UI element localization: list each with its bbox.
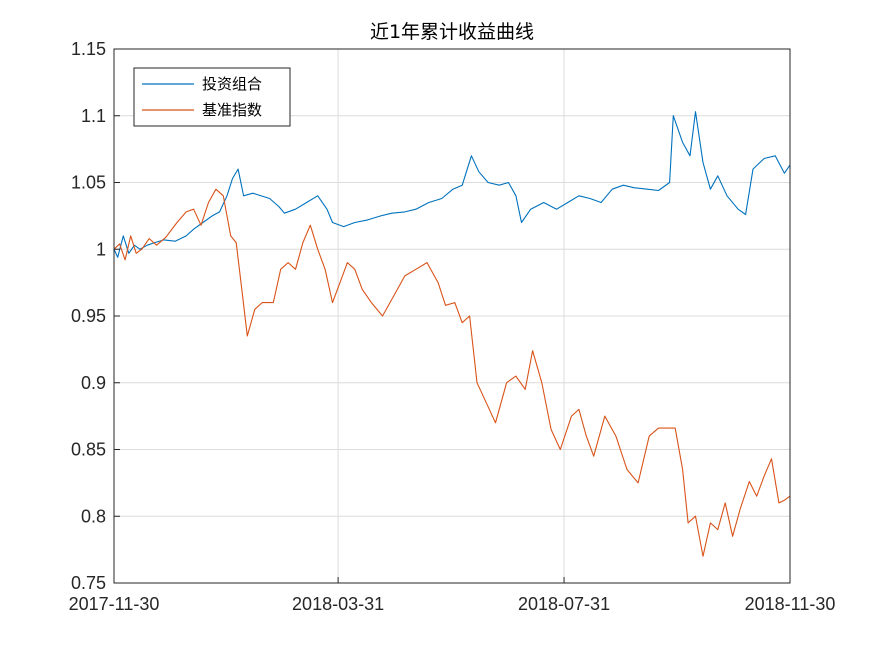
y-tick-label: 0.75 <box>71 573 106 593</box>
y-tick-label: 0.85 <box>71 440 106 460</box>
legend-label-benchmark: 基准指数 <box>202 101 262 119</box>
y-tick-label: 0.95 <box>71 306 106 326</box>
portfolio-series-line <box>113 111 791 258</box>
y-axis-ticks: 0.75 0.8 0.85 0.9 0.95 1 1.05 1.1 1.15 <box>71 39 120 593</box>
x-tick-label: 2017-11-30 <box>69 594 160 614</box>
x-tick-label: 2018-07-31 <box>518 594 610 614</box>
legend-box <box>133 67 291 127</box>
y-tick-label: 0.8 <box>81 506 106 526</box>
chart-title: 近1年累计收益曲线 <box>370 21 534 43</box>
y-tick-label: 0.9 <box>81 373 106 393</box>
legend: 投资组合 基准指数 <box>133 67 291 127</box>
y-tick-label: 1.1 <box>81 106 106 126</box>
y-tick-label: 1.15 <box>71 39 106 59</box>
y-tick-label: 1.05 <box>71 173 106 193</box>
x-tick-label: 2018-11-30 <box>745 594 836 614</box>
x-tick-label: 2018-03-31 <box>292 594 384 614</box>
series-lines <box>113 111 791 557</box>
legend-label-portfolio: 投资组合 <box>202 75 262 93</box>
x-axis-ticks: 2017-11-30 2018-03-31 2018-07-31 2018-11-30 <box>69 577 836 614</box>
benchmark-series-line <box>113 188 791 557</box>
y-tick-label: 1 <box>96 239 106 259</box>
horizontal-gridlines <box>114 48 790 584</box>
